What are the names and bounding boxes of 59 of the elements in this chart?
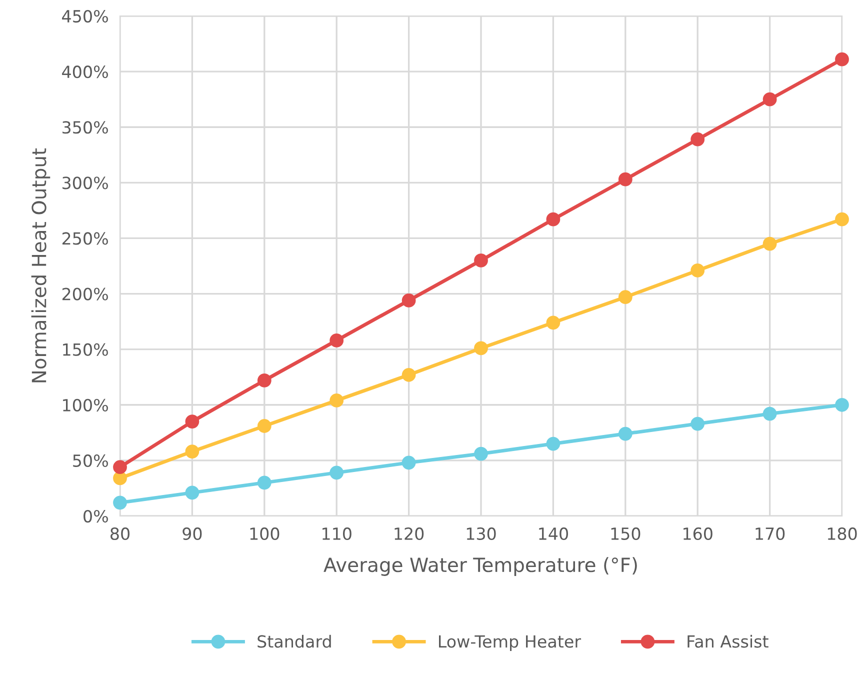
point	[835, 212, 849, 226]
point	[185, 444, 200, 458]
y-tick-label: 250%	[62, 232, 108, 245]
point	[762, 92, 777, 106]
y-tick-label: 150%	[63, 343, 108, 356]
point	[474, 254, 488, 268]
x-tick-label: 80	[110, 527, 130, 540]
y-tick-label: 200%	[62, 288, 108, 300]
point	[835, 398, 849, 412]
x-tick-label: 110	[322, 527, 352, 540]
x-tick-label: 140	[539, 527, 568, 540]
point	[257, 476, 272, 490]
x-tick-label: 120	[394, 527, 424, 540]
x-tick-label: 100	[250, 527, 280, 540]
point	[618, 290, 632, 304]
x-tick-label: 170	[756, 527, 785, 540]
point	[546, 212, 560, 226]
x-tick-label: 150	[611, 527, 640, 540]
y-tick-label: 450%	[62, 10, 108, 23]
point	[762, 406, 777, 421]
point	[330, 466, 344, 480]
point	[113, 496, 127, 510]
point	[257, 419, 272, 433]
y-tick-label: 50%	[73, 454, 108, 468]
point	[762, 236, 777, 251]
point	[330, 394, 344, 408]
y-axis-title: Normalized Heat Output	[31, 148, 50, 382]
point	[835, 52, 849, 66]
point	[690, 132, 705, 146]
point	[185, 414, 200, 428]
point	[474, 341, 488, 356]
point	[618, 172, 632, 186]
point	[546, 316, 560, 330]
x-axis-title: Average Water Temperature (°F)	[324, 557, 637, 576]
x-tick-label: 180	[828, 527, 857, 540]
point	[185, 486, 200, 500]
y-tick-label: 300%	[62, 176, 108, 190]
point	[113, 471, 127, 486]
point	[690, 416, 705, 431]
point	[330, 334, 344, 348]
point	[402, 368, 416, 382]
x-tick-label: 160	[684, 527, 712, 540]
x-tick-label: 90	[182, 527, 202, 540]
y-tick-label: 350%	[62, 121, 108, 134]
point	[546, 436, 560, 451]
point	[618, 426, 632, 441]
y-tick-label: 400%	[62, 66, 108, 78]
point	[113, 460, 127, 474]
point	[402, 456, 416, 470]
legend-label: Fan Assist	[688, 634, 768, 648]
legend-label: Standard	[258, 634, 331, 648]
legend-label: Low-Temp Heater	[439, 635, 582, 651]
point	[257, 374, 272, 388]
y-tick-label: 100%	[63, 398, 108, 412]
point	[474, 446, 488, 461]
point	[402, 294, 416, 308]
y-tick-label: 0%	[84, 510, 108, 523]
x-tick-label: 130	[466, 527, 496, 540]
point	[690, 264, 705, 278]
